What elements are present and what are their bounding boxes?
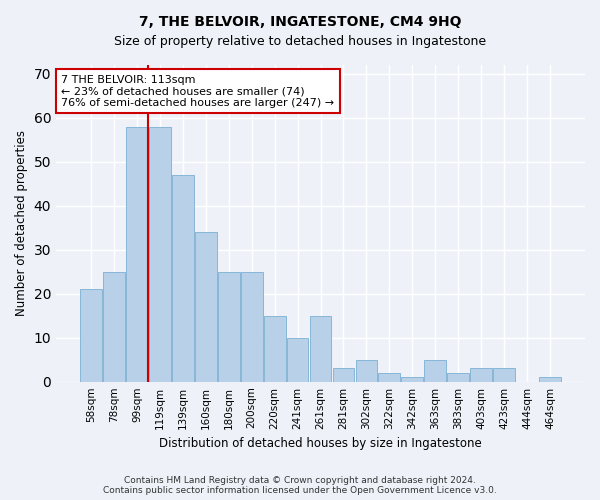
Bar bbox=[310, 316, 331, 382]
Bar bbox=[493, 368, 515, 382]
Y-axis label: Number of detached properties: Number of detached properties bbox=[15, 130, 28, 316]
Bar bbox=[470, 368, 492, 382]
Bar bbox=[103, 272, 125, 382]
Bar bbox=[195, 232, 217, 382]
Bar bbox=[172, 175, 194, 382]
Bar bbox=[448, 373, 469, 382]
X-axis label: Distribution of detached houses by size in Ingatestone: Distribution of detached houses by size … bbox=[159, 437, 482, 450]
Text: Contains HM Land Registry data © Crown copyright and database right 2024.
Contai: Contains HM Land Registry data © Crown c… bbox=[103, 476, 497, 495]
Bar bbox=[424, 360, 446, 382]
Bar bbox=[401, 378, 423, 382]
Bar bbox=[80, 290, 102, 382]
Bar bbox=[379, 373, 400, 382]
Bar bbox=[241, 272, 263, 382]
Bar bbox=[287, 338, 308, 382]
Bar bbox=[264, 316, 286, 382]
Bar bbox=[149, 126, 171, 382]
Text: Size of property relative to detached houses in Ingatestone: Size of property relative to detached ho… bbox=[114, 35, 486, 48]
Bar bbox=[332, 368, 355, 382]
Bar bbox=[539, 378, 561, 382]
Text: 7 THE BELVOIR: 113sqm
← 23% of detached houses are smaller (74)
76% of semi-deta: 7 THE BELVOIR: 113sqm ← 23% of detached … bbox=[61, 74, 334, 108]
Bar bbox=[218, 272, 239, 382]
Bar bbox=[126, 126, 148, 382]
Bar bbox=[356, 360, 377, 382]
Text: 7, THE BELVOIR, INGATESTONE, CM4 9HQ: 7, THE BELVOIR, INGATESTONE, CM4 9HQ bbox=[139, 15, 461, 29]
